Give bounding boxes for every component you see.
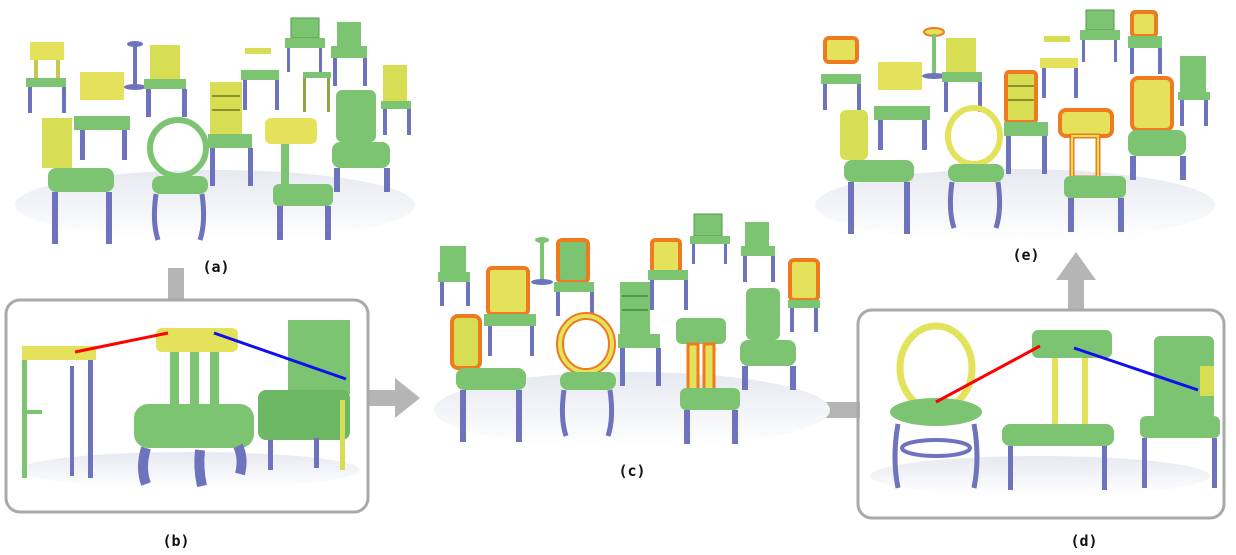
panel-d-frame — [856, 308, 1226, 520]
panel-e-scene — [815, 9, 1215, 241]
stool — [241, 48, 279, 110]
connector-a-b — [168, 268, 184, 300]
chair-model — [676, 318, 740, 444]
chair-model — [531, 237, 553, 285]
chair-model — [1128, 10, 1162, 74]
chair-model — [450, 314, 526, 442]
link-blue-d — [1073, 346, 1199, 392]
panel-d-content — [870, 322, 1220, 496]
chair — [332, 90, 390, 192]
chair-model — [1178, 56, 1210, 126]
chair — [381, 65, 411, 135]
chair-d-right — [1140, 336, 1220, 488]
chair — [208, 82, 253, 186]
chair-model — [741, 222, 775, 282]
chair-d-left — [890, 322, 982, 489]
panel-b-label: (b) — [162, 532, 190, 550]
chair — [285, 17, 325, 72]
chair-model — [922, 27, 946, 79]
panel-a-scene — [15, 17, 415, 244]
chair-model — [874, 62, 930, 150]
chair-model — [788, 258, 820, 332]
chair — [265, 118, 333, 240]
chair-model — [1040, 36, 1078, 98]
chair-b-right — [258, 320, 350, 470]
chair-model — [1004, 70, 1048, 174]
panel-c-scene — [434, 213, 830, 448]
chair-model — [1058, 108, 1126, 232]
arrow-b-to-c — [367, 378, 420, 418]
panel-b-content — [20, 320, 360, 488]
chair — [26, 42, 66, 113]
link-red-d — [935, 344, 1041, 404]
chair — [303, 72, 331, 112]
panel-d-label: (d) — [1070, 532, 1098, 550]
chair-model — [945, 105, 1004, 229]
link-red-b — [74, 331, 169, 354]
panel-e-label: (e) — [1012, 246, 1040, 264]
chair-model — [438, 246, 470, 306]
chair — [42, 118, 114, 244]
link-blue-b — [213, 331, 347, 381]
chair-model — [740, 288, 796, 390]
arrow-d-to-e — [1056, 252, 1096, 310]
panel-a-label: (a) — [202, 258, 230, 276]
chair-model — [556, 312, 616, 437]
panel-b-frame — [4, 298, 370, 514]
chair-model — [554, 238, 594, 316]
chair — [147, 117, 209, 241]
chair-d-middle — [1002, 330, 1114, 490]
chair-model — [1128, 76, 1186, 180]
bar-stool — [22, 346, 96, 478]
chair-model — [484, 266, 536, 356]
chair-model — [942, 38, 982, 112]
chair-model — [1080, 9, 1120, 62]
chair-model — [690, 213, 730, 264]
chair-model — [618, 282, 661, 386]
chair — [74, 72, 130, 160]
chair — [144, 45, 187, 117]
panel-c-label: (c) — [618, 462, 646, 480]
chair-model — [840, 110, 914, 234]
chair-model — [821, 36, 861, 110]
chair-model — [648, 238, 688, 310]
stool — [124, 41, 146, 90]
chair — [331, 22, 367, 86]
